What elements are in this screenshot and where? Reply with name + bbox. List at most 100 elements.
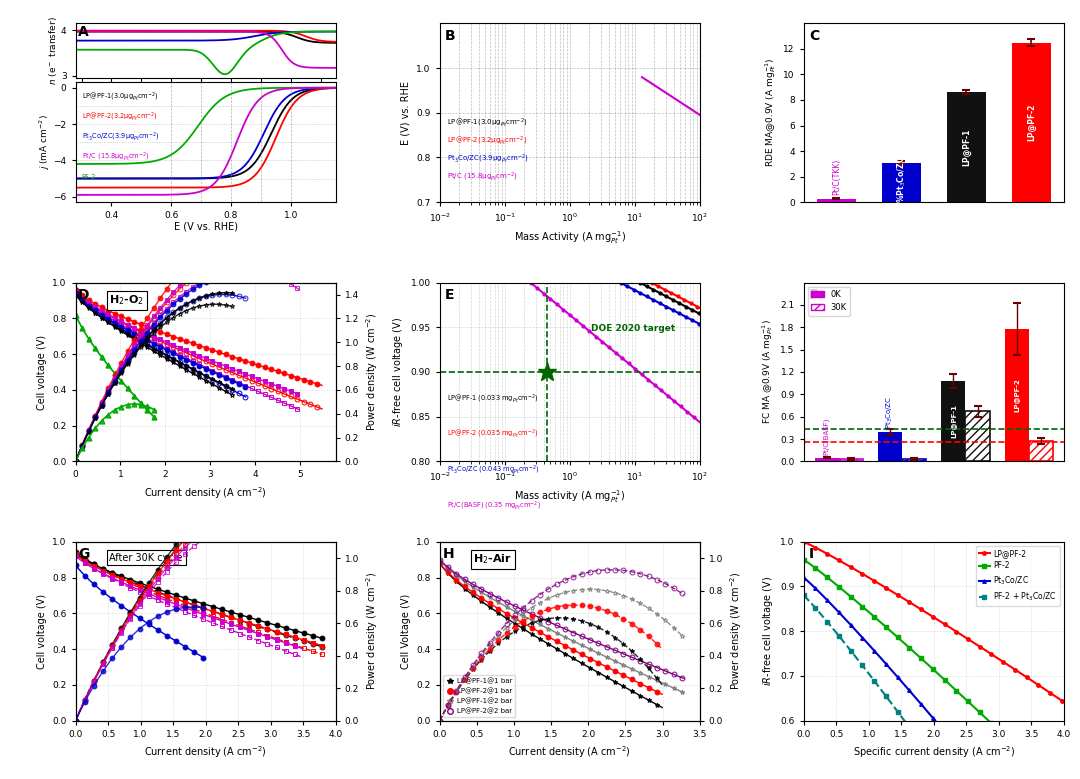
Line: LP@PF-2: LP@PF-2	[802, 540, 1066, 703]
Text: LP@PF-2: LP@PF-2	[1027, 104, 1036, 141]
PF-2 + Pt$_3$Co/ZC	[828, 626, 841, 636]
X-axis label: Mass Activity (A mg$_{Pt}^{-1}$): Mass Activity (A mg$_{Pt}^{-1}$)	[514, 229, 625, 246]
Text: LP@PF-2: LP@PF-2	[1014, 378, 1020, 412]
Bar	[966, 411, 989, 461]
Text: LP@PF-1(3.0μg$_{Pt}$cm$^{-2}$): LP@PF-1(3.0μg$_{Pt}$cm$^{-2}$)	[82, 90, 158, 103]
Text: LP@PF-1: LP@PF-1	[961, 129, 971, 166]
Bar	[814, 457, 839, 461]
Text: A: A	[78, 25, 89, 39]
Text: C: C	[809, 29, 820, 43]
Bar	[902, 459, 927, 461]
Text: Pt/C(BASF) (0.35 mg$_{Pt}$cm$^{-2}$): Pt/C(BASF) (0.35 mg$_{Pt}$cm$^{-2}$)	[447, 499, 541, 512]
X-axis label: Current density (A cm$^{-2}$): Current density (A cm$^{-2}$)	[145, 744, 267, 760]
Text: Pt$_3$Co/ZC(3.9μg$_{Pt}$cm$^{-2}$): Pt$_3$Co/ZC(3.9μg$_{Pt}$cm$^{-2}$)	[447, 153, 529, 165]
Y-axis label: $j$ (mA cm$^{-2}$): $j$ (mA cm$^{-2}$)	[38, 115, 52, 170]
Text: Pt$_3$Co/ZC(3.9μg$_{Pt}$cm$^{-2}$): Pt$_3$Co/ZC(3.9μg$_{Pt}$cm$^{-2}$)	[82, 131, 159, 143]
LP@PF-2	[986, 650, 999, 660]
PF-2 + Pt$_3$Co/ZC	[987, 724, 1000, 734]
Pt$_3$Co/ZC	[797, 573, 810, 582]
PF-2 + Pt$_3$Co/ZC	[1057, 724, 1070, 734]
PF-2	[985, 719, 998, 728]
Text: LP@PF-2(3.2μg$_{Pt}$cm$^{-2}$): LP@PF-2(3.2μg$_{Pt}$cm$^{-2}$)	[447, 135, 527, 147]
Y-axis label: Power density (W cm$^{-2}$): Power density (W cm$^{-2}$)	[365, 572, 380, 690]
Text: B: B	[445, 29, 456, 43]
PF-2	[986, 720, 999, 729]
Bar	[1029, 441, 1053, 461]
Legend: LP@PF-2, PF-2, Pt$_3$Co/ZC, PF-2 + Pt$_3$Co/ZC: LP@PF-2, PF-2, Pt$_3$Co/ZC, PF-2 + Pt$_3…	[975, 545, 1059, 606]
Text: LP@PF-1 (0.033 mg$_{Pt}$cm$^{-2}$): LP@PF-1 (0.033 mg$_{Pt}$cm$^{-2}$)	[447, 393, 538, 404]
LP@PF-2	[1057, 697, 1070, 707]
PF-2 + Pt$_3$Co/ZC	[986, 724, 999, 734]
Text: G: G	[78, 547, 90, 561]
Text: Pt/C(BASF): Pt/C(BASF)	[823, 418, 829, 456]
Y-axis label: $iR$-free cell voltage (V): $iR$-free cell voltage (V)	[760, 576, 774, 686]
PF-2	[828, 579, 841, 588]
Text: H$_2$-Air: H$_2$-Air	[473, 552, 513, 566]
Bar	[1004, 329, 1029, 461]
LP@PF-2	[961, 634, 974, 643]
Text: LP@PF-2(3.2μg$_{Pt}$cm$^{-2}$): LP@PF-2(3.2μg$_{Pt}$cm$^{-2}$)	[82, 111, 158, 123]
Bar	[881, 163, 921, 202]
Bar	[1012, 43, 1051, 202]
Y-axis label: RDE MA@0.9V (A mg$_{Pt}^{-1}$): RDE MA@0.9V (A mg$_{Pt}^{-1}$)	[762, 58, 778, 167]
Y-axis label: E (V) vs. RHE: E (V) vs. RHE	[401, 81, 410, 145]
PF-2 + Pt$_3$Co/ZC	[901, 719, 914, 728]
Bar	[816, 199, 855, 202]
X-axis label: Specific current density (A cm$^{-2}$): Specific current density (A cm$^{-2}$)	[852, 744, 1015, 760]
Text: Pt/C(TKK): Pt/C(TKK)	[832, 158, 840, 195]
X-axis label: Current density (A cm$^{-2}$): Current density (A cm$^{-2}$)	[145, 485, 267, 501]
Text: DOE 2020 target: DOE 2020 target	[591, 324, 675, 333]
Text: D: D	[78, 288, 90, 302]
Pt$_3$Co/ZC	[882, 662, 895, 671]
PF-2	[882, 625, 895, 634]
PF-2	[961, 696, 974, 706]
X-axis label: E (V vs. RHE): E (V vs. RHE)	[174, 221, 238, 231]
Pt$_3$Co/ZC	[987, 724, 1000, 734]
Line: PF-2: PF-2	[802, 558, 1066, 731]
Text: Pt$_3$Co/ZC: Pt$_3$Co/ZC	[885, 397, 895, 429]
Text: LP@PF-2 (0.035 mg$_{Pt}$cm$^{-2}$): LP@PF-2 (0.035 mg$_{Pt}$cm$^{-2}$)	[447, 428, 538, 440]
LP@PF-2	[901, 596, 914, 605]
Text: PF-2: PF-2	[82, 174, 96, 180]
Bar	[947, 93, 986, 202]
Text: Pt/C (15.8μg$_{Pt}$cm$^{-2}$): Pt/C (15.8μg$_{Pt}$cm$^{-2}$)	[447, 171, 518, 183]
Text: LP@PF-1: LP@PF-1	[950, 404, 957, 438]
Text: 3%Pt$_3$Co/ZC: 3%Pt$_3$Co/ZC	[895, 157, 907, 209]
Pt$_3$Co/ZC	[961, 724, 974, 734]
Pt$_3$Co/ZC	[828, 604, 841, 613]
Y-axis label: Cell Voltage (V): Cell Voltage (V)	[401, 594, 410, 669]
Y-axis label: Power density (W cm$^{-2}$): Power density (W cm$^{-2}$)	[365, 312, 380, 432]
Pt$_3$Co/ZC	[1057, 724, 1070, 734]
LP@PF-2	[828, 553, 841, 562]
Legend: 0K, 30K: 0K, 30K	[808, 287, 850, 315]
Bar	[878, 432, 902, 461]
PF-2	[901, 640, 914, 650]
X-axis label: Current density (A cm$^{-2}$): Current density (A cm$^{-2}$)	[509, 744, 631, 760]
Pt$_3$Co/ZC	[936, 724, 949, 734]
Text: LP@PF-1(3.0μg$_{Pt}$cm$^{-2}$): LP@PF-1(3.0μg$_{Pt}$cm$^{-2}$)	[447, 117, 528, 129]
LP@PF-2	[985, 650, 998, 659]
Text: I: I	[809, 547, 814, 561]
LP@PF-2	[797, 538, 810, 547]
Text: F: F	[809, 288, 819, 302]
PF-2 + Pt$_3$Co/ZC	[961, 724, 974, 734]
Text: Pt$_3$Co/ZC (0.043 mg$_{Pt}$cm$^{-2}$): Pt$_3$Co/ZC (0.043 mg$_{Pt}$cm$^{-2}$)	[447, 464, 540, 476]
Line: PF-2 + Pt$_3$Co/ZC: PF-2 + Pt$_3$Co/ZC	[802, 594, 1066, 731]
PF-2 + Pt$_3$Co/ZC	[882, 695, 895, 704]
Text: H$_2$-O$_2$: H$_2$-O$_2$	[109, 294, 145, 307]
Y-axis label: Cell voltage (V): Cell voltage (V)	[37, 334, 46, 410]
PF-2	[991, 724, 1004, 734]
Pt$_3$Co/ZC	[901, 683, 914, 693]
Line: Pt$_3$Co/ZC: Pt$_3$Co/ZC	[802, 576, 1066, 731]
Y-axis label: $iR$-free cell voltage (V): $iR$-free cell voltage (V)	[391, 317, 405, 427]
LP@PF-2	[882, 585, 895, 594]
Text: Pt/C (15.8μg$_{Pt}$cm$^{-2}$): Pt/C (15.8μg$_{Pt}$cm$^{-2}$)	[82, 150, 149, 163]
PF-2 + Pt$_3$Co/ZC	[905, 724, 918, 734]
PF-2 + Pt$_3$Co/ZC	[797, 590, 810, 600]
Y-axis label: Power density (W cm$^{-2}$): Power density (W cm$^{-2}$)	[729, 572, 744, 690]
Pt$_3$Co/ZC	[986, 724, 999, 734]
Bar	[839, 459, 863, 461]
Legend: LP@PF-1@1 bar, LP@PF-2@1 bar, LP@PF-1@2 bar, LP@PF-2@2 bar: LP@PF-1@1 bar, LP@PF-2@1 bar, LP@PF-1@2 …	[443, 675, 515, 717]
Text: H: H	[443, 547, 454, 561]
Bar	[942, 381, 966, 461]
